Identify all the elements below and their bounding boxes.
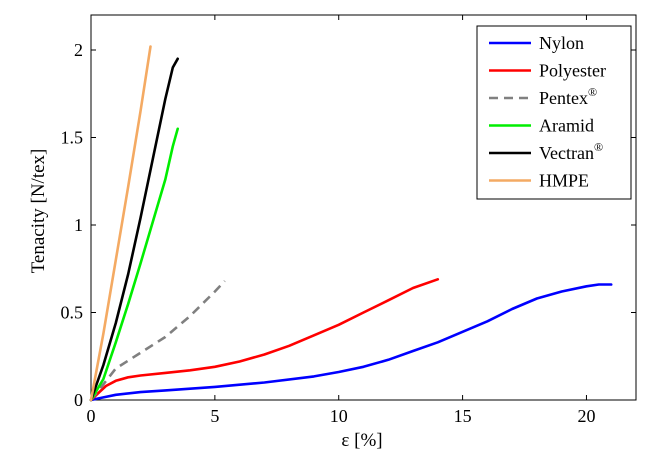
y-tick-label: 1.5 [61, 128, 84, 148]
series-line-pentex [89, 280, 226, 401]
axes: 0 5 10 15 20 0 0.5 1 1.5 2 [61, 14, 637, 426]
x-axis-label: ε [%] [341, 430, 382, 451]
x-tick-label: 0 [87, 406, 96, 426]
series-line-polyester [89, 277, 440, 402]
x-tick-label: 20 [577, 406, 595, 426]
series-line-hmpe [89, 45, 152, 402]
y-tick-label: 1 [74, 215, 83, 235]
legend-label-nylon: Nylon [539, 33, 584, 53]
legend-label-pentex: Pentex® [539, 85, 597, 108]
series-group [89, 45, 613, 402]
series-line-nylon [89, 283, 613, 402]
series-line-vectran [89, 57, 179, 402]
y-axis-label: Tenacity [N/tex] [28, 149, 49, 274]
y-tick-label: 0.5 [61, 303, 84, 323]
legend-label-vectran: Vectran® [539, 140, 603, 163]
legend-label-aramid: Aramid [539, 116, 594, 136]
x-tick-label: 15 [454, 406, 472, 426]
y-tick-label: 0 [74, 390, 83, 410]
legend-label-hmpe: HMPE [539, 171, 589, 191]
plot-frame [90, 14, 637, 401]
x-tick-label: 10 [330, 406, 348, 426]
legend-label-polyester: Polyester [539, 61, 606, 81]
x-tick-label: 5 [210, 406, 219, 426]
legend: Nylon Polyester Pentex® Aramid Vectran® HMPE [476, 25, 632, 200]
legend-box [476, 25, 632, 200]
series-line-aramid [89, 127, 179, 402]
y-tick-label: 2 [74, 40, 83, 60]
